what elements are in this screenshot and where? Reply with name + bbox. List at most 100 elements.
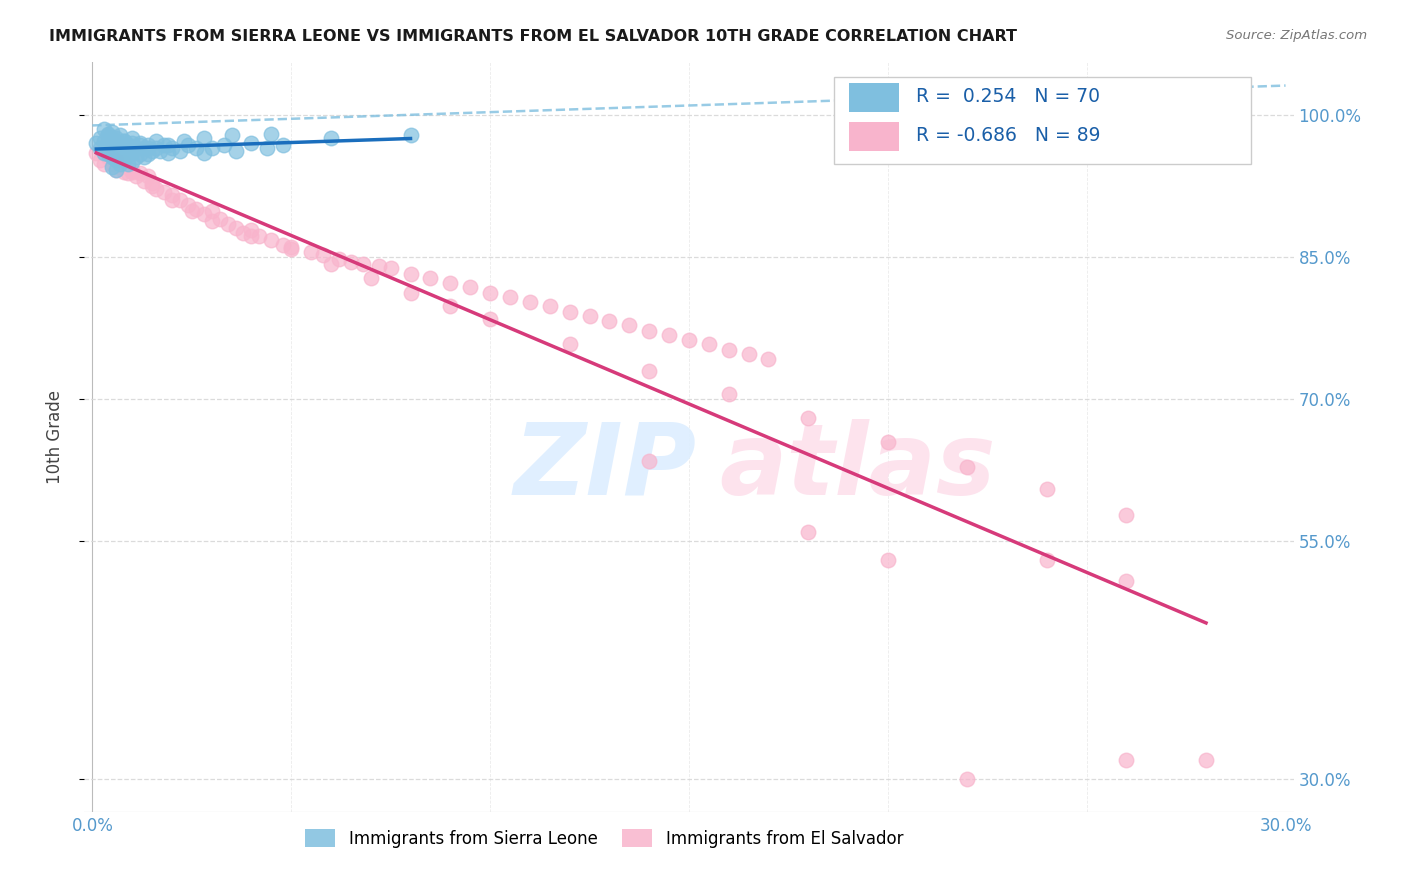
Point	[89, 141, 111, 155]
Point	[149, 144, 172, 158]
FancyBboxPatch shape	[834, 78, 1251, 163]
Text: Source: ZipAtlas.com: Source: ZipAtlas.com	[1226, 29, 1367, 42]
Point	[519, 295, 541, 310]
Point	[112, 164, 135, 178]
Point	[225, 144, 247, 158]
Point	[156, 138, 179, 153]
Point	[240, 136, 263, 150]
Point	[84, 136, 107, 150]
Point	[93, 134, 115, 148]
Point	[201, 214, 224, 228]
Point	[132, 174, 155, 188]
Point	[108, 138, 131, 153]
Point	[177, 197, 200, 211]
Point	[1115, 574, 1137, 589]
Point	[193, 145, 215, 160]
Point	[117, 157, 139, 171]
Point	[737, 346, 759, 360]
Point	[101, 131, 124, 145]
Point	[117, 166, 139, 180]
Point	[797, 524, 820, 539]
Point	[112, 134, 135, 148]
Point	[105, 144, 128, 158]
Point	[121, 162, 143, 177]
Point	[399, 128, 422, 143]
Point	[125, 150, 148, 164]
Point	[184, 141, 207, 155]
Point	[117, 147, 139, 161]
Point	[201, 204, 224, 219]
Point	[312, 248, 335, 262]
Point	[319, 257, 342, 271]
Point	[598, 314, 620, 328]
Point	[160, 141, 183, 155]
Point	[125, 169, 148, 184]
Point	[201, 141, 224, 155]
Point	[112, 155, 135, 169]
Point	[125, 141, 148, 155]
Text: ZIP: ZIP	[513, 418, 696, 516]
Point	[458, 280, 481, 294]
Point	[419, 270, 441, 285]
Point	[117, 138, 139, 153]
Point	[108, 147, 131, 161]
Point	[1036, 553, 1059, 567]
Point	[101, 125, 124, 139]
Point	[399, 285, 422, 300]
Point	[638, 324, 661, 338]
Point	[208, 211, 231, 226]
Point	[328, 252, 350, 266]
Legend: Immigrants from Sierra Leone, Immigrants from El Salvador: Immigrants from Sierra Leone, Immigrants…	[298, 822, 910, 855]
Point	[93, 157, 115, 171]
FancyBboxPatch shape	[849, 84, 900, 112]
Point	[367, 260, 389, 274]
Point	[956, 772, 979, 786]
Point	[271, 138, 294, 153]
Point	[232, 226, 254, 240]
Point	[105, 131, 128, 145]
Text: IMMIGRANTS FROM SIERRA LEONE VS IMMIGRANTS FROM EL SALVADOR 10TH GRADE CORRELATI: IMMIGRANTS FROM SIERRA LEONE VS IMMIGRAN…	[49, 29, 1017, 44]
Point	[160, 188, 183, 202]
Point	[479, 285, 502, 300]
Point	[141, 144, 163, 158]
Point	[271, 238, 294, 252]
Point	[101, 141, 124, 155]
Point	[177, 138, 200, 153]
Point	[97, 147, 120, 161]
Point	[121, 164, 143, 178]
Point	[578, 309, 600, 323]
Point	[101, 150, 124, 164]
Point	[108, 128, 131, 143]
Point	[399, 267, 422, 281]
Point	[169, 193, 191, 207]
Point	[105, 153, 128, 168]
Point	[89, 131, 111, 145]
Point	[121, 155, 143, 169]
Point	[280, 242, 302, 256]
Point	[84, 145, 107, 160]
Point	[717, 387, 740, 401]
Point	[145, 141, 167, 155]
Point	[240, 229, 263, 244]
Point	[93, 121, 115, 136]
Point	[97, 150, 120, 164]
Point	[439, 277, 461, 291]
Point	[97, 128, 120, 143]
Point	[180, 204, 202, 219]
Point	[129, 138, 152, 153]
Point	[360, 270, 382, 285]
Point	[319, 131, 342, 145]
Point	[193, 131, 215, 145]
Point	[136, 169, 159, 184]
Point	[136, 138, 159, 153]
Point	[136, 141, 159, 155]
Point	[280, 240, 302, 254]
FancyBboxPatch shape	[849, 122, 900, 151]
Point	[499, 290, 522, 304]
Point	[145, 181, 167, 195]
Point	[129, 166, 152, 180]
Point	[240, 223, 263, 237]
Point	[678, 334, 700, 348]
Point	[121, 131, 143, 145]
Point	[173, 134, 195, 148]
